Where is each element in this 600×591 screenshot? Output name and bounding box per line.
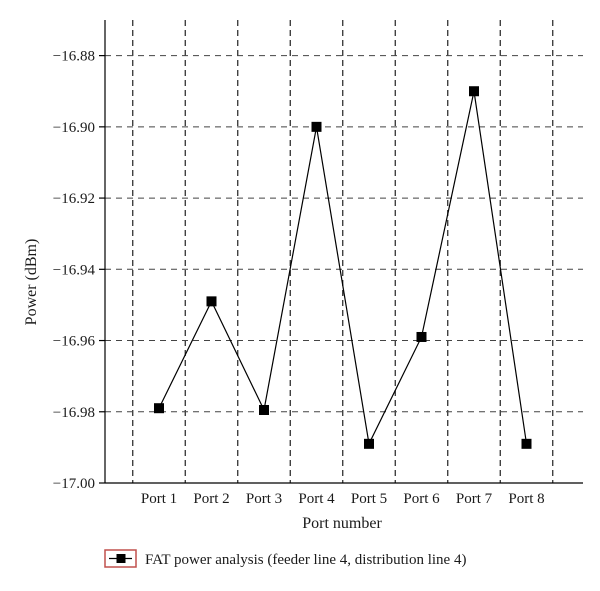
y-tick-label: −16.90 xyxy=(53,120,95,136)
x-tick-label: Port 8 xyxy=(508,491,544,507)
y-tick-label: −16.92 xyxy=(53,191,95,207)
x-tick-label: Port 1 xyxy=(141,491,177,507)
data-point-marker xyxy=(206,296,217,307)
data-point-marker xyxy=(154,403,164,414)
legend: FAT power analysis (feeder line 4, distr… xyxy=(104,549,466,568)
x-axis-title: Port number xyxy=(302,515,382,532)
data-point-marker xyxy=(364,438,374,449)
data-point-marker xyxy=(416,331,427,342)
x-tick-label: Port 3 xyxy=(246,491,282,507)
y-axis-title: Power (dBm) xyxy=(23,239,40,326)
legend-label: FAT power analysis (feeder line 4, distr… xyxy=(145,552,466,568)
data-point-marker xyxy=(469,86,479,97)
series-line xyxy=(158,91,528,446)
data-point-marker xyxy=(311,121,322,132)
y-tick-label: −16.88 xyxy=(53,49,95,65)
x-tick-label: Port 4 xyxy=(298,491,335,507)
x-axis-ticks: Port 1 Port 2 Port 3 Port 4 Port 5 Port 6 Port… xyxy=(141,491,545,507)
y-tick-label: −16.94 xyxy=(53,262,96,278)
legend-swatch-marker xyxy=(116,554,126,563)
y-tick-label: −16.96 xyxy=(53,334,96,350)
data-series xyxy=(154,86,532,449)
y-tick-label: −17.00 xyxy=(53,476,95,492)
x-tick-label: Port 7 xyxy=(456,491,493,507)
data-point-marker xyxy=(259,404,269,415)
y-axis-ticks: −17.00 −16.98 −16.96 −16.94 −16.92 −16.90 −16.… xyxy=(53,49,105,492)
grid-lines xyxy=(105,20,583,483)
x-tick-label: Port 2 xyxy=(193,491,229,507)
legend-swatch-frame xyxy=(104,549,137,568)
x-tick-label: Port 6 xyxy=(403,491,440,507)
y-tick-label: −16.98 xyxy=(53,405,95,421)
data-point-marker xyxy=(521,438,532,449)
x-tick-label: Port 5 xyxy=(351,491,387,507)
